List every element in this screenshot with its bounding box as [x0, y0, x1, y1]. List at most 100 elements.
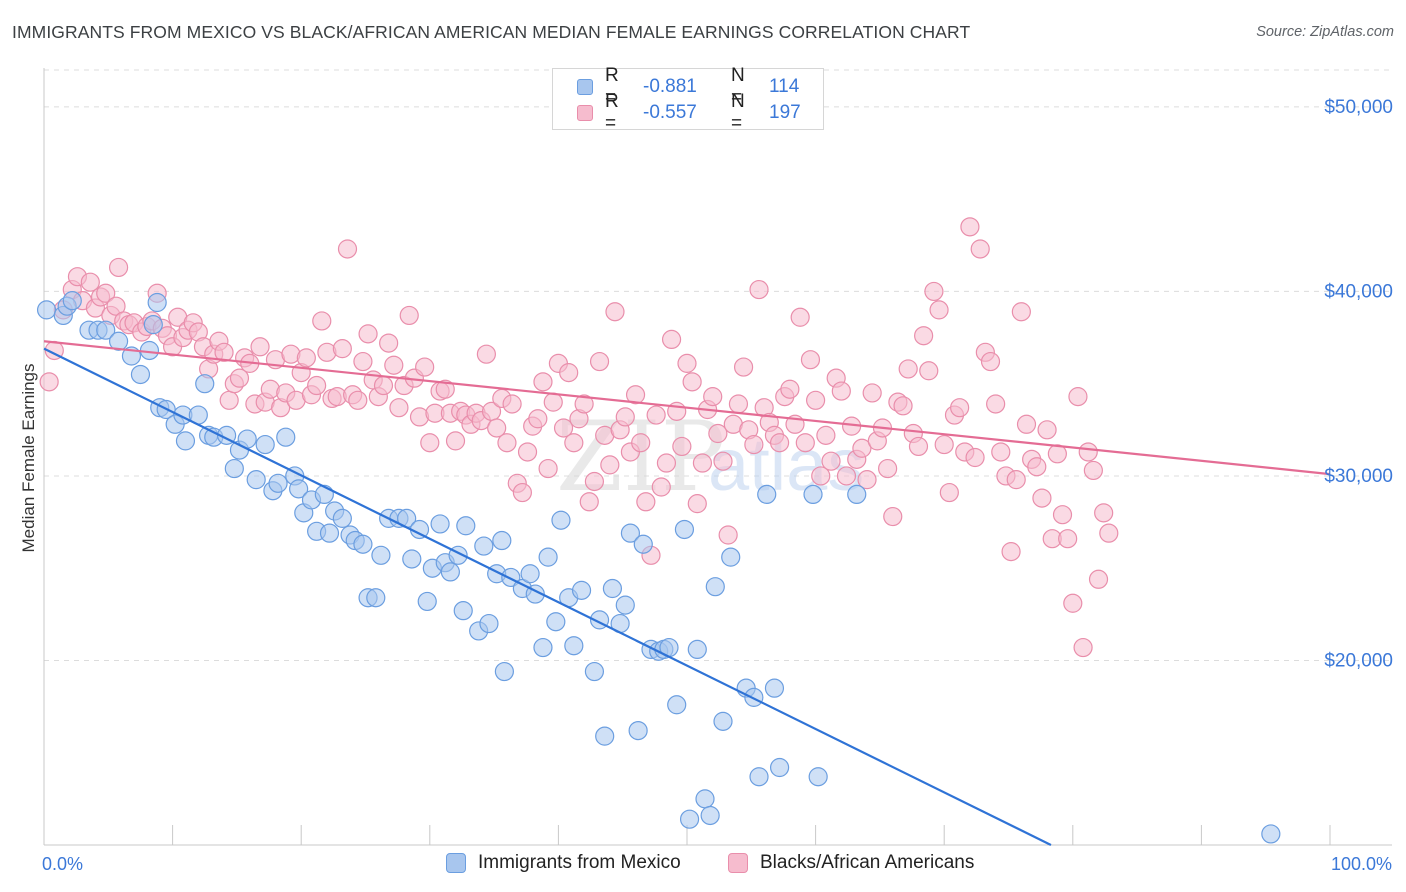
point-mexico [757, 484, 777, 505]
point-mexico [533, 637, 553, 658]
point-blacks [1083, 460, 1103, 481]
point-mexico [492, 530, 512, 551]
point-mexico [175, 431, 196, 451]
legend-row-mexico: R = -0.881 N = 114 [577, 65, 799, 108]
point-blacks [744, 434, 764, 455]
point-mexico [808, 767, 828, 787]
point-blacks [780, 379, 800, 399]
point-blacks [564, 433, 584, 453]
point-mexico [456, 516, 476, 536]
point-blacks [950, 398, 970, 418]
point-blacks [908, 436, 929, 457]
point-blacks [589, 351, 610, 372]
point-mexico [143, 315, 163, 335]
point-blacks [332, 339, 352, 359]
point-mexico [667, 695, 687, 715]
legend-n-value: 197 [769, 102, 801, 123]
point-mexico [674, 519, 695, 540]
point-blacks [692, 453, 713, 473]
point-blacks [538, 458, 558, 479]
point-blacks [816, 425, 836, 445]
x-tick-label-min: 0.0% [42, 854, 83, 874]
point-blacks [1078, 442, 1098, 462]
point-blacks [893, 396, 913, 416]
point-blacks [929, 300, 949, 320]
point-blacks [991, 442, 1011, 462]
point-blacks [708, 423, 728, 444]
point-mexico [430, 514, 450, 534]
point-blacks [533, 372, 553, 392]
point-blacks [497, 433, 517, 453]
y-tick-labels: $20,000 $30,000 $40,000 $50,000 [1324, 97, 1393, 672]
point-blacks [821, 451, 841, 471]
point-blacks [1099, 523, 1119, 543]
point-blacks [39, 372, 59, 392]
point-blacks [965, 447, 985, 468]
point-blacks [934, 434, 954, 455]
point-mexico [62, 291, 82, 311]
point-blacks [358, 324, 378, 344]
point-blacks [108, 257, 129, 278]
point-blacks [800, 350, 821, 370]
legend-swatch-blue [577, 79, 593, 95]
point-blacks [600, 455, 620, 475]
point-blacks [1047, 444, 1067, 464]
legend-r-value: -0.881 [643, 76, 697, 97]
legend-r-label: R = [605, 65, 619, 108]
x-tick-label-max: 100.0% [1331, 854, 1392, 874]
point-mexico [620, 523, 641, 543]
point-blacks [749, 279, 769, 300]
point-blacks [733, 357, 754, 377]
point-blacks [831, 381, 851, 401]
point-mexico [371, 545, 391, 565]
point-blacks [914, 326, 934, 346]
point-mexico [687, 639, 707, 660]
point-mexico [628, 720, 648, 741]
point-blacks [312, 311, 332, 331]
y-tick-label: $50,000 [1324, 97, 1393, 118]
point-blacks [353, 351, 373, 372]
point-mexico [705, 577, 725, 597]
axes [43, 68, 1392, 846]
point-blacks [1073, 637, 1093, 658]
point-blacks [805, 390, 826, 410]
point-blacks [1037, 420, 1057, 440]
source-credit: Source: ZipAtlas.com [1256, 24, 1394, 40]
point-blacks [1094, 503, 1114, 523]
point-blacks [399, 305, 419, 326]
point-blacks [487, 418, 507, 438]
point-blacks [703, 387, 723, 407]
point-blacks [214, 342, 234, 362]
point-blacks [980, 351, 1001, 372]
legend-swatch-pink [728, 853, 748, 873]
point-mexico [96, 320, 116, 340]
point-blacks [574, 394, 594, 414]
point-blacks [512, 482, 532, 503]
point-blacks [543, 392, 563, 412]
chart-title: IMMIGRANTS FROM MEXICO VS BLACK/AFRICAN … [12, 22, 971, 42]
point-blacks [939, 482, 959, 503]
point-blacks [307, 375, 327, 396]
legend-n-label: N = [731, 91, 745, 134]
point-mexico [402, 549, 422, 569]
point-blacks [250, 337, 270, 357]
point-mexico [276, 427, 296, 447]
legend-row-blacks: R = -0.557 N = 197 [577, 91, 801, 134]
point-blacks [579, 492, 599, 512]
point-blacks [517, 442, 538, 462]
point-blacks [1088, 569, 1109, 589]
point-mexico [494, 661, 514, 682]
point-blacks [682, 372, 702, 392]
legend-r-label: R = [605, 91, 619, 134]
point-blacks [636, 492, 656, 512]
point-mexico [1261, 824, 1281, 844]
point-blacks [1068, 387, 1088, 407]
point-mexico [474, 536, 494, 556]
point-blacks [528, 409, 548, 429]
point-blacks [420, 433, 440, 453]
trend-lines [43, 340, 1331, 846]
point-blacks [337, 239, 358, 259]
y-tick-label: $20,000 [1324, 650, 1393, 671]
point-blacks [1032, 488, 1052, 508]
